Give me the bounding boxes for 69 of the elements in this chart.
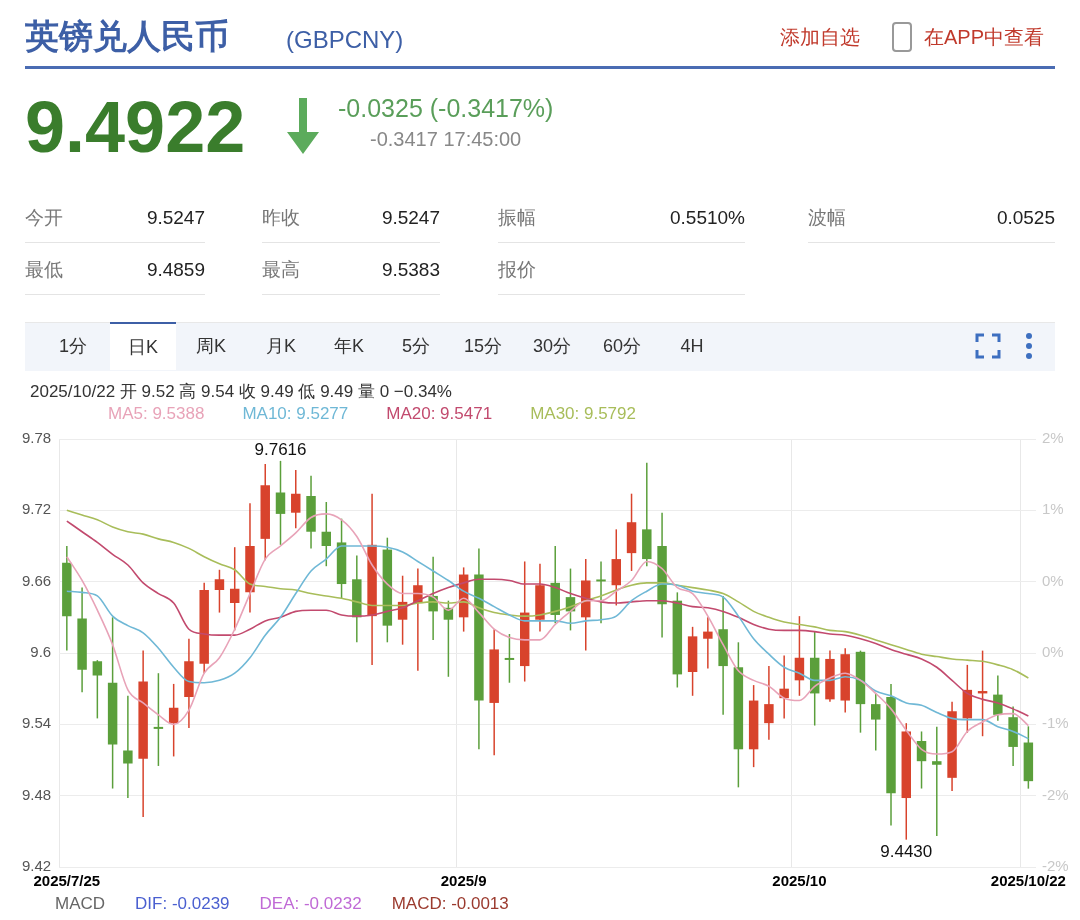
text: 周K [195,335,227,358]
x-tick-label: 2025/10 [772,872,827,890]
text: -0.3417 17:45:00 [370,128,522,151]
text: 4H [679,335,705,358]
text: 5分 [401,335,431,358]
text: 30分 [532,335,572,358]
text: 年K [333,335,365,358]
text: MA5: 9.5388 [108,404,205,424]
text: 15分 [463,335,503,358]
text: 9.5383 [381,258,440,282]
text: 0.0525 [996,206,1055,230]
y-tick-label: 9.72 [21,500,52,518]
candlestick [321,501,332,567]
y-tick-label: 9.42 [21,857,52,875]
candlestick [764,665,774,741]
text: 9.5247 [146,206,205,230]
text: MACD: -0.0013 [391,894,509,914]
candlestick [932,725,942,837]
x-tick-label: 2025/9 [440,872,487,890]
text: MACD [55,894,106,914]
candlestick [168,683,179,758]
text: MA30: 9.5792 [530,404,636,424]
y-tick-label: 9.54 [21,714,52,732]
annotation: 9.7616 [254,440,307,460]
y-tick-label: 9.66 [21,571,52,589]
line-series [66,509,1030,679]
candlestick [993,674,1003,722]
candlestick [703,616,713,670]
candlestick [871,692,881,752]
line-series [66,545,1030,740]
annotation: 9.4430 [880,841,933,861]
candlestick [92,659,103,720]
x-tick-label: 2025/10/22 [990,872,1066,890]
text: 在APP中查看 [924,25,1045,50]
text: MA10: 9.5277 [242,404,349,424]
text: 最低 [25,258,63,282]
text: 2025/10/22 开 9.52 高 9.54 收 9.49 低 9.49 量 0 −0.34% [30,381,452,403]
text: DEA: -0.0232 [259,894,362,914]
text: 添加自选 [780,25,860,50]
x-tick-label: 2025/7/25 [33,872,101,890]
text: 60分 [602,335,642,358]
chart-title: 英镑兑人民币 [25,16,229,57]
text: MA20: 9.5471 [386,404,493,424]
candlestick [123,695,133,799]
text: 日K [110,322,176,370]
candlestick [779,654,789,720]
text: 报价 [498,258,536,282]
text: -0.0325 (-0.3417%) [338,94,554,123]
text: 月K [265,335,297,358]
text: 1分 [58,335,88,358]
candlestick [291,469,301,529]
candlestick [214,569,225,614]
line-series [66,520,1030,717]
text: 0.5510% [669,206,745,230]
text: 今开 [25,206,63,230]
candlestick [275,460,286,546]
text: 振幅 [498,206,536,230]
candlestick [595,560,607,625]
text: 最高 [262,258,300,282]
text: 9.4859 [146,258,205,282]
text: 9.4922 [25,86,246,168]
text: 昨收 [262,206,300,230]
text: 波幅 [808,206,846,230]
y-tick-label: 9.78 [21,429,52,447]
y-tick-label: 9.6 [30,643,52,661]
chart-subtitle: (GBPCNY) [286,26,404,54]
text: DIF: -0.0239 [135,894,230,914]
text: 9.5247 [381,206,440,230]
y-tick-label: 9.48 [21,785,52,803]
